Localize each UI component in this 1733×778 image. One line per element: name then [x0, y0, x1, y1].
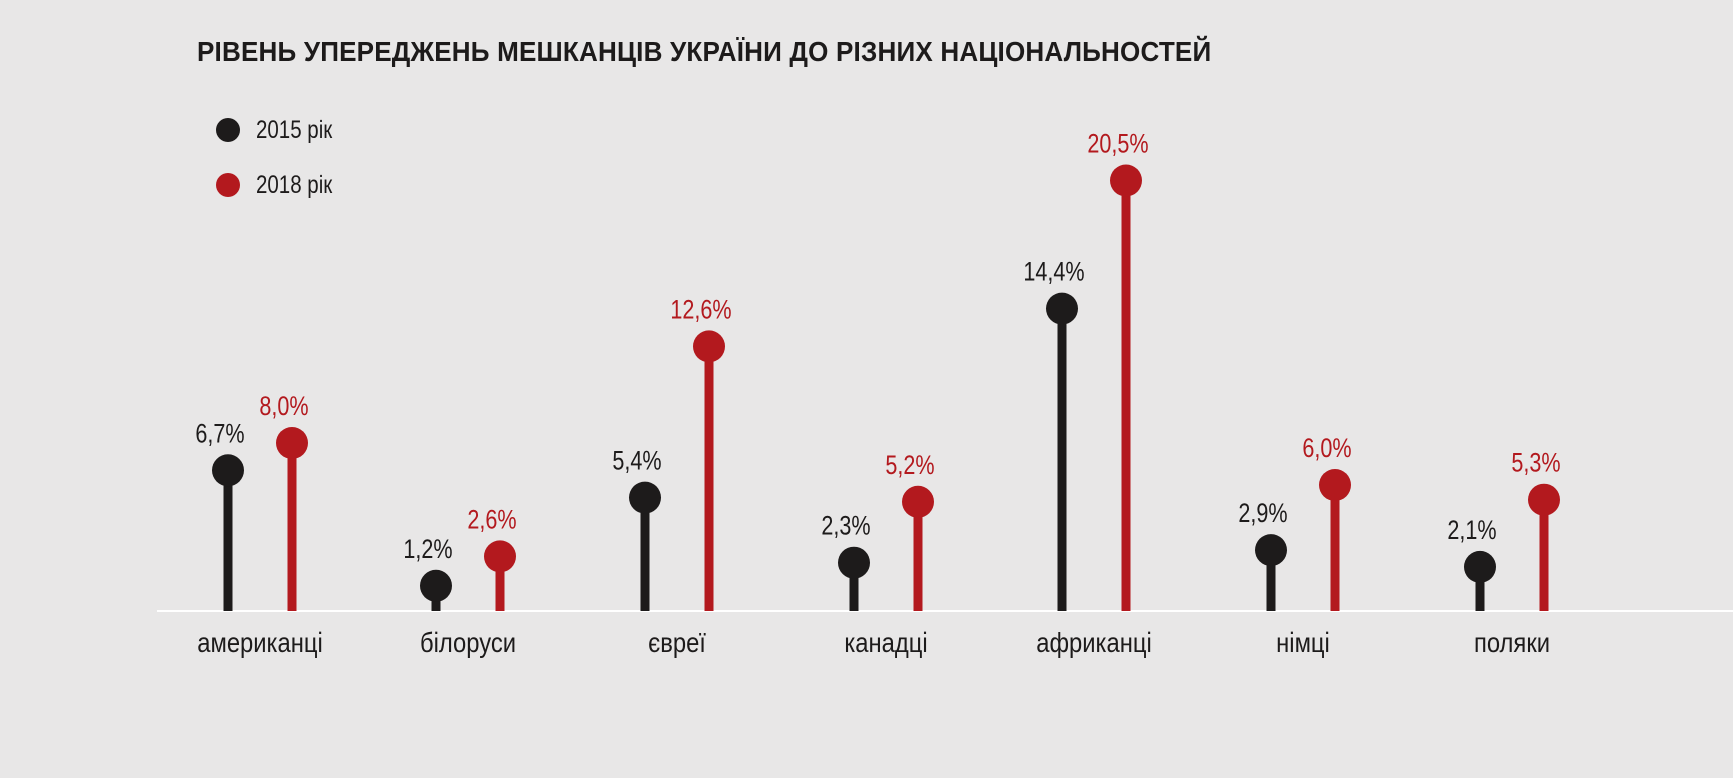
category-label: євреї	[648, 626, 706, 658]
lollipop-dot	[276, 427, 308, 459]
data-label: 2,6%	[467, 505, 516, 535]
lollipop-dot	[1528, 483, 1560, 516]
lollipop-dot	[420, 569, 452, 602]
data-label: 8,0%	[259, 392, 308, 422]
legend-dot-2015-icon	[216, 118, 240, 142]
data-label: 1,2%	[403, 535, 452, 565]
lollipop-dot	[693, 330, 725, 363]
legend-item-2018: 2018 рік	[216, 170, 349, 199]
data-label: 2,3%	[821, 512, 870, 542]
lollipop-dot	[212, 454, 244, 487]
lollipop-dot	[484, 540, 516, 573]
lollipop-dot	[1319, 469, 1351, 501]
category-label: поляки	[1474, 626, 1550, 658]
category-label: американці	[197, 626, 323, 658]
data-label: 5,2%	[885, 451, 934, 481]
lollipop-dot	[1110, 164, 1142, 197]
data-label: 6,7%	[195, 419, 244, 449]
data-label: 2,1%	[1447, 516, 1496, 546]
data-label: 14,4%	[1023, 257, 1084, 287]
category-label: німці	[1276, 626, 1330, 658]
lollipop-dot	[1255, 534, 1287, 567]
data-label: 6,0%	[1302, 434, 1351, 464]
lollipop-dot	[1046, 292, 1078, 325]
category-label: канадці	[844, 626, 927, 658]
legend-dot-2018-icon	[216, 173, 240, 197]
data-label: 20,5%	[1087, 129, 1148, 159]
lollipop-dot	[1464, 550, 1496, 583]
chart-title: РІВЕНЬ УПЕРЕДЖЕНЬ МЕШКАНЦІВ УКРАЇНИ ДО Р…	[197, 36, 1212, 67]
legend-item-2015: 2015 рік	[216, 115, 349, 144]
data-label: 12,6%	[670, 295, 731, 325]
legend-label-2018: 2018 рік	[256, 170, 333, 199]
category-label: африканці	[1036, 626, 1152, 658]
lollipop-dot	[902, 485, 934, 518]
category-label: білоруси	[420, 626, 516, 658]
legend-label-2015: 2015 рік	[256, 115, 333, 144]
lollipop-dot	[629, 481, 661, 514]
lollipop-dot	[838, 546, 870, 579]
data-label: 5,3%	[1511, 449, 1560, 479]
data-label: 5,4%	[612, 446, 661, 476]
data-label: 2,9%	[1238, 499, 1287, 529]
